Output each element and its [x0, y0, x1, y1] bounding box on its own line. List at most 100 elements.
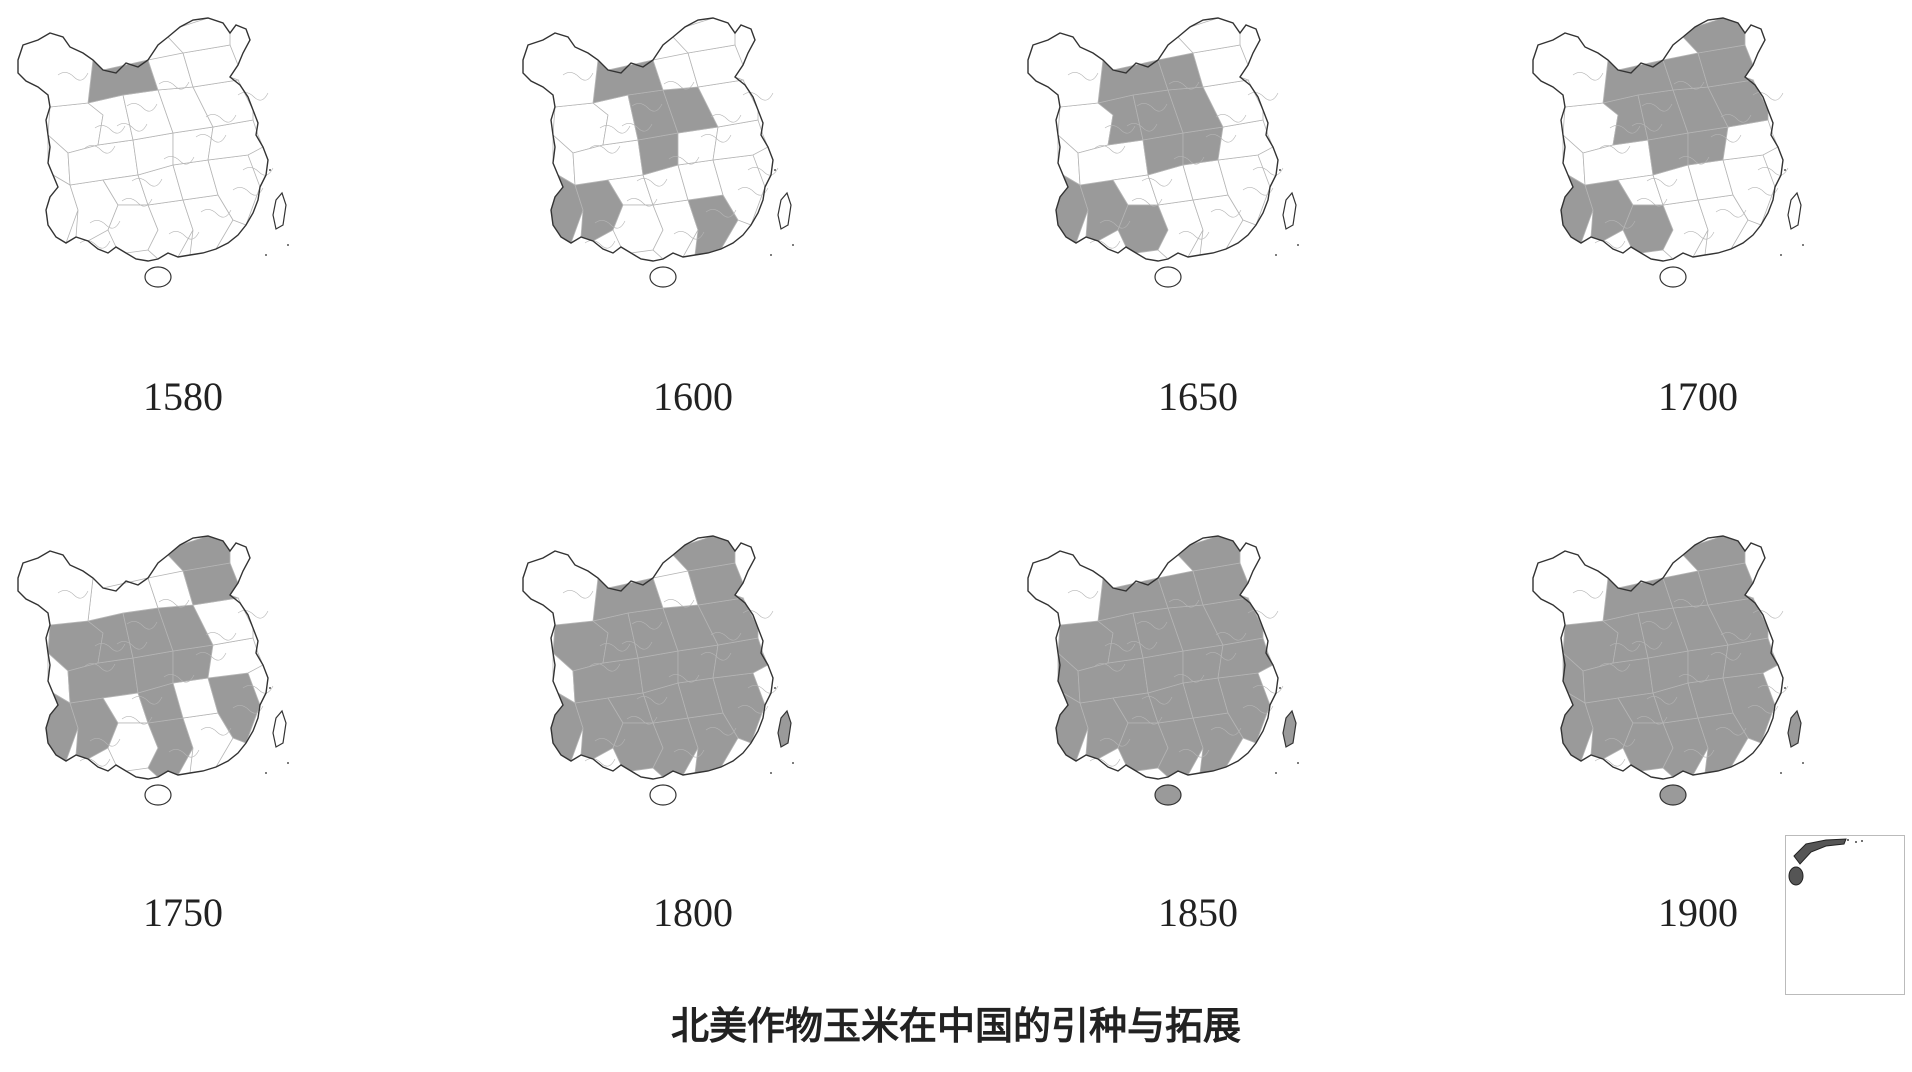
county-boundary — [710, 114, 742, 123]
county-boundary — [1678, 156, 1710, 165]
county-boundary — [163, 156, 195, 165]
hainan-island — [1659, 784, 1687, 806]
county-boundary — [1715, 209, 1747, 218]
map-panel-1600 — [513, 15, 813, 295]
year-label: 1750 — [143, 890, 223, 935]
county-boundary — [1636, 716, 1668, 725]
county-boundary — [168, 749, 200, 758]
county-boundary — [1572, 72, 1604, 81]
county-boundary — [636, 696, 668, 705]
county-boundary — [1173, 674, 1205, 683]
county-boundary — [79, 240, 111, 249]
map-region — [17, 32, 94, 108]
county-boundary — [237, 610, 269, 619]
county-boundary — [1599, 663, 1631, 672]
county-boundary — [1252, 167, 1284, 176]
county-boundary — [1683, 749, 1715, 758]
county-boundary — [1205, 652, 1237, 661]
map-panel-1900 — [1523, 533, 1823, 813]
county-boundary — [237, 92, 269, 101]
map-region — [1532, 550, 1609, 626]
county-boundary — [1215, 114, 1247, 123]
county-boundary — [589, 145, 621, 154]
county-boundary — [1757, 685, 1789, 694]
county-boundary — [1757, 167, 1789, 176]
island-dot — [1275, 254, 1277, 256]
island-dot — [792, 244, 794, 246]
county-boundary — [1215, 632, 1247, 641]
hainan-island — [649, 784, 677, 806]
island-dot — [269, 687, 271, 689]
county-boundary — [1752, 610, 1784, 619]
island-dot — [269, 169, 271, 171]
hainan-island — [1659, 266, 1687, 288]
china-map-1650 — [1027, 17, 1299, 288]
county-boundary — [1126, 641, 1158, 650]
county-boundary — [84, 145, 116, 154]
county-boundary — [710, 632, 742, 641]
year-label: 1700 — [1658, 374, 1738, 419]
county-boundary — [1641, 621, 1673, 630]
county-boundary — [126, 103, 158, 112]
china-map-1750 — [17, 535, 289, 806]
map-panel-1750 — [8, 533, 308, 813]
county-boundary — [1594, 240, 1626, 249]
taiwan-island — [1282, 709, 1297, 748]
county-boundary — [94, 643, 126, 652]
county-boundary — [1609, 643, 1641, 652]
map-panel-1850 — [1018, 533, 1318, 813]
county-boundary — [1720, 632, 1752, 641]
county-boundary — [200, 727, 232, 736]
county-boundary — [200, 209, 232, 218]
map-panel-1650 — [1018, 15, 1318, 295]
county-boundary — [79, 758, 111, 767]
county-boundary — [121, 716, 153, 725]
county-boundary — [1641, 103, 1673, 112]
island-dot — [287, 762, 289, 764]
county-boundary — [205, 114, 237, 123]
county-boundary — [700, 652, 732, 661]
county-boundary — [126, 621, 158, 630]
county-boundary — [599, 643, 631, 652]
county-boundary — [131, 696, 163, 705]
county-boundary — [1252, 685, 1284, 694]
year-label: 1800 — [653, 890, 733, 935]
map-panel-1700 — [1523, 15, 1823, 295]
county-boundary — [195, 134, 227, 143]
county-boundary — [1141, 696, 1173, 705]
county-boundary — [1094, 663, 1126, 672]
county-boundary — [594, 738, 626, 747]
county-boundary — [1646, 696, 1678, 705]
county-boundary — [1173, 156, 1205, 165]
hainan-island — [144, 784, 172, 806]
map-region — [1027, 550, 1104, 626]
county-boundary — [1752, 92, 1784, 101]
island-dot — [265, 772, 267, 774]
year-label: 1580 — [143, 374, 223, 419]
county-boundary — [1247, 610, 1279, 619]
county-boundary — [1678, 674, 1710, 683]
county-boundary — [663, 81, 695, 90]
county-boundary — [1673, 599, 1705, 608]
china-outline — [1532, 535, 1784, 780]
county-boundary — [116, 641, 148, 650]
county-boundary — [631, 621, 663, 630]
county-boundary — [57, 590, 89, 599]
county-boundary — [621, 641, 653, 650]
county-boundary — [668, 156, 700, 165]
china-outline — [522, 535, 774, 780]
figure-caption: 北美作物玉米在中国的引种与拓展 — [670, 1003, 1241, 1048]
map-region — [1532, 32, 1609, 108]
county-boundary — [242, 685, 274, 694]
island-dot — [1275, 772, 1277, 774]
island-dot — [265, 254, 267, 256]
map-region — [522, 32, 599, 108]
county-boundary — [594, 220, 626, 229]
county-boundary — [621, 123, 653, 132]
county-boundary — [1210, 209, 1242, 218]
county-boundary — [742, 92, 774, 101]
map-region — [522, 550, 599, 626]
county-boundary — [1136, 621, 1168, 630]
taiwan-island — [1787, 709, 1802, 748]
taiwan-island — [777, 191, 792, 230]
